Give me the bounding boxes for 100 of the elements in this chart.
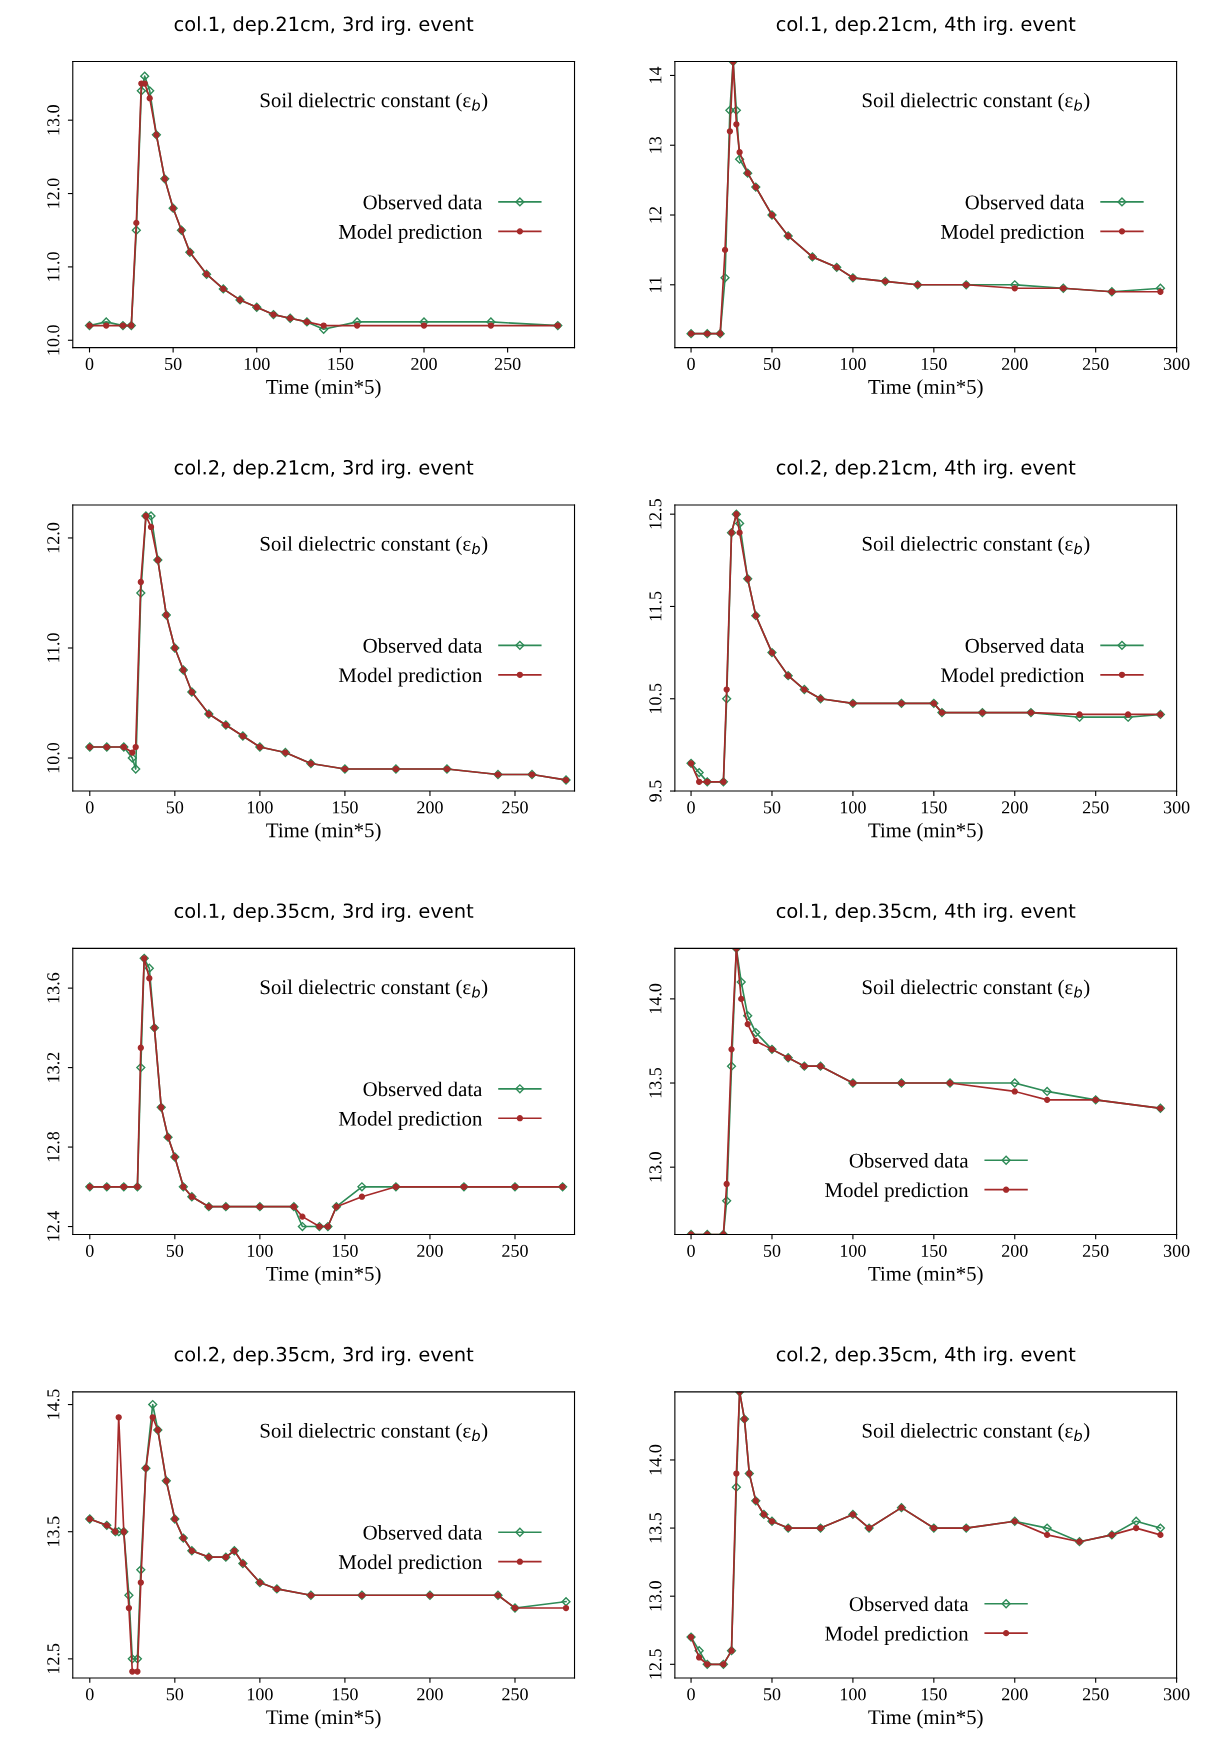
y-tick-label: 13.0	[649, 1581, 662, 1611]
chart-title: col.1, dep.21cm, 3rd irg. event	[174, 16, 474, 35]
legend-label: Observed data	[965, 638, 1085, 653]
legend-label: Observed data	[363, 1081, 483, 1097]
y-tick-label: 9.5	[649, 780, 662, 802]
x-tick-label: 200	[417, 1244, 443, 1257]
x-tick-label: 200	[411, 357, 437, 371]
y-tick-label: 11.0	[47, 252, 60, 281]
y-tick-label: 13.5	[649, 1067, 662, 1098]
legend-label: Model prediction	[338, 224, 483, 244]
x-tick-label: 50	[166, 1688, 184, 1701]
x-tick-label: 100	[840, 1688, 866, 1701]
x-tick-label: 0	[687, 1244, 695, 1257]
y-tick-label: 13.6	[47, 972, 60, 1003]
x-tick-label: 0	[687, 357, 695, 371]
x-tick-label: 100	[840, 1244, 866, 1257]
x-tick-label: 100	[840, 357, 866, 371]
annotation: Soil dielectric constant (ε$_{b}$)	[862, 92, 1090, 112]
x-tick-label: 50	[166, 1244, 184, 1257]
y-tick-label: 12.5	[649, 499, 662, 529]
x-tick-label: 250	[1082, 1244, 1109, 1257]
x-tick-label: 300	[1163, 1688, 1190, 1701]
x-tick-label: 250	[494, 357, 521, 371]
legend-label: Model prediction	[825, 1625, 969, 1645]
x-tick-label: 50	[764, 1244, 781, 1257]
y-tick-label: 11.0	[47, 633, 60, 662]
y-tick-label: 13.5	[649, 1512, 662, 1543]
x-axis-title: Time (min*5)	[266, 1709, 381, 1729]
y-tick-label: 14.0	[649, 1444, 662, 1475]
annotation: Soil dielectric constant (ε$_{b}$)	[260, 92, 488, 112]
x-tick-label: 50	[165, 357, 182, 371]
legend-label: Observed data	[849, 1153, 969, 1168]
x-tick-label: 200	[1002, 357, 1028, 371]
x-tick-label: 150	[328, 357, 354, 371]
x-tick-label: 0	[85, 801, 94, 814]
chart-title: col.2, dep.21cm, 4th irg. event	[776, 459, 1076, 479]
legend-label: Observed data	[363, 1525, 483, 1540]
x-axis-title: Time (min*5)	[266, 1266, 381, 1286]
x-tick-label: 250	[502, 801, 528, 814]
y-tick-label: 14	[649, 66, 662, 83]
y-tick-label: 13.2	[47, 1052, 60, 1082]
x-tick-label: 50	[764, 801, 781, 814]
x-tick-label: 100	[840, 801, 866, 814]
chart-title: col.1, dep.35cm, 3rd irg. event	[174, 903, 474, 922]
chart-title: col.1, dep.35cm, 4th irg. event	[776, 903, 1076, 922]
x-tick-label: 200	[1002, 1244, 1028, 1257]
x-axis-title: Time (min*5)	[868, 1266, 983, 1286]
x-axis-title: Time (min*5)	[266, 822, 381, 842]
x-axis-title: Time (min*5)	[868, 822, 983, 842]
legend-label: Observed data	[965, 194, 1085, 210]
legend-label: Model prediction	[338, 667, 483, 687]
y-tick-label: 12.0	[47, 522, 60, 553]
legend-label: Observed data	[849, 1596, 969, 1612]
x-tick-label: 150	[921, 357, 947, 371]
legend-label: Model prediction	[941, 667, 1085, 687]
y-tick-label: 13.0	[47, 105, 60, 135]
x-tick-label: 0	[85, 357, 94, 371]
x-tick-label: 300	[1163, 1244, 1190, 1257]
x-tick-label: 150	[332, 801, 358, 814]
y-tick-label: 13.5	[47, 1516, 60, 1546]
annotation: Soil dielectric constant (ε$_{b}$)	[862, 979, 1090, 999]
y-tick-label: 13	[649, 136, 662, 153]
y-tick-label: 12.5	[649, 1649, 662, 1679]
x-tick-label: 50	[166, 801, 184, 814]
x-tick-label: 250	[1082, 1688, 1109, 1701]
x-tick-label: 200	[1002, 801, 1028, 814]
x-tick-label: 100	[247, 1688, 273, 1701]
annotation: Soil dielectric constant (ε$_{b}$)	[862, 536, 1090, 556]
x-tick-label: 300	[1163, 357, 1190, 371]
y-tick-label: 12.5	[47, 1643, 60, 1674]
x-tick-label: 200	[417, 1688, 443, 1701]
legend-label: Model prediction	[338, 1111, 483, 1130]
legend-label: Observed data	[363, 194, 483, 210]
x-tick-label: 250	[502, 1244, 528, 1257]
x-tick-label: 50	[764, 357, 781, 371]
x-tick-label: 150	[921, 1688, 947, 1701]
x-tick-label: 150	[921, 1244, 947, 1257]
x-axis-title: Time (min*5)	[868, 379, 983, 399]
chart-title: col.2, dep.35cm, 4th irg. event	[776, 1346, 1076, 1366]
y-tick-label: 12	[649, 206, 662, 223]
y-tick-label: 12.8	[47, 1131, 60, 1162]
x-axis-title: Time (min*5)	[266, 379, 381, 399]
x-tick-label: 150	[332, 1688, 358, 1701]
y-tick-label: 12.0	[47, 178, 60, 208]
annotation: Soil dielectric constant (ε$_{b}$)	[260, 979, 488, 999]
legend-label: Model prediction	[825, 1182, 969, 1202]
legend-label: Model prediction	[941, 224, 1085, 244]
x-tick-label: 100	[247, 1244, 273, 1257]
y-tick-label: 11.5	[649, 591, 662, 621]
x-tick-label: 150	[332, 1244, 358, 1257]
legend-label: Model prediction	[338, 1554, 483, 1574]
x-tick-label: 250	[1082, 801, 1109, 814]
y-tick-label: 10.0	[47, 325, 60, 355]
x-tick-label: 100	[247, 801, 273, 814]
x-tick-label: 0	[687, 1688, 695, 1701]
y-tick-label: 12.4	[47, 1211, 60, 1241]
y-tick-label: 10.5	[649, 683, 662, 713]
x-tick-label: 200	[1002, 1688, 1028, 1701]
chart-title: col.2, dep.21cm, 3rd irg. event	[174, 459, 474, 479]
x-tick-label: 300	[1163, 801, 1190, 814]
